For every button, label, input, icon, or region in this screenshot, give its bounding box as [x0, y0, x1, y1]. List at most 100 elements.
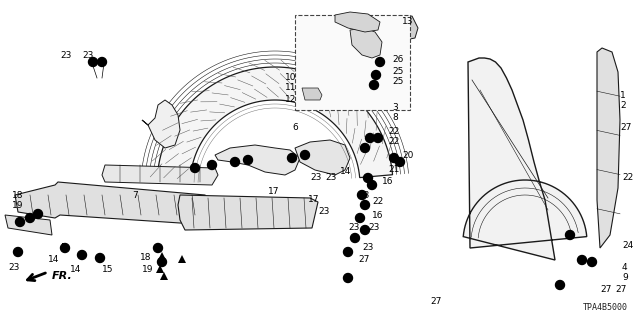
- Text: 19: 19: [142, 266, 154, 275]
- Circle shape: [207, 161, 216, 170]
- Text: 16: 16: [382, 178, 394, 187]
- Circle shape: [360, 226, 369, 235]
- Text: 23: 23: [61, 51, 72, 60]
- Text: 2: 2: [620, 100, 626, 109]
- Circle shape: [588, 258, 596, 267]
- Text: 14: 14: [70, 266, 81, 275]
- Text: 14: 14: [48, 255, 60, 265]
- Text: 13: 13: [402, 18, 413, 27]
- Text: 16: 16: [372, 211, 383, 220]
- Polygon shape: [215, 145, 300, 175]
- Circle shape: [243, 156, 253, 164]
- Polygon shape: [142, 100, 180, 148]
- Text: 19: 19: [12, 201, 24, 210]
- Circle shape: [358, 190, 367, 199]
- Text: 7: 7: [132, 190, 138, 199]
- Bar: [295, 15, 410, 110]
- Text: 1: 1: [620, 91, 626, 100]
- Circle shape: [344, 274, 353, 283]
- Circle shape: [374, 133, 383, 142]
- Circle shape: [376, 58, 385, 67]
- Polygon shape: [5, 215, 52, 235]
- Polygon shape: [350, 28, 382, 58]
- Circle shape: [13, 247, 22, 257]
- Circle shape: [367, 180, 376, 189]
- Circle shape: [371, 70, 381, 79]
- Text: 8: 8: [392, 114, 397, 123]
- Polygon shape: [15, 182, 215, 225]
- Circle shape: [360, 143, 369, 153]
- Text: 23: 23: [82, 51, 93, 60]
- Circle shape: [154, 244, 163, 252]
- Text: 23: 23: [325, 173, 337, 182]
- Text: 18: 18: [12, 190, 24, 199]
- Text: 27: 27: [600, 285, 611, 294]
- Polygon shape: [178, 195, 318, 230]
- Text: 26: 26: [392, 55, 403, 65]
- Text: 3: 3: [392, 103, 397, 113]
- Circle shape: [351, 234, 360, 243]
- Polygon shape: [178, 255, 186, 263]
- Polygon shape: [158, 252, 166, 260]
- Text: 22: 22: [372, 197, 383, 206]
- Circle shape: [77, 251, 86, 260]
- Text: 23: 23: [362, 244, 373, 252]
- Circle shape: [26, 213, 35, 222]
- Text: FR.: FR.: [52, 271, 73, 281]
- Text: 23: 23: [368, 223, 380, 233]
- Circle shape: [556, 281, 564, 290]
- Text: TPA4B5000: TPA4B5000: [583, 303, 628, 312]
- Text: 9: 9: [622, 274, 628, 283]
- Circle shape: [344, 247, 353, 257]
- Polygon shape: [295, 140, 350, 175]
- Text: 23: 23: [358, 190, 369, 199]
- Text: 27: 27: [358, 255, 369, 265]
- Polygon shape: [398, 16, 418, 40]
- Text: 15: 15: [102, 266, 113, 275]
- Text: 10: 10: [285, 74, 296, 83]
- Circle shape: [15, 218, 24, 227]
- Circle shape: [88, 58, 97, 67]
- Text: 17: 17: [268, 188, 280, 196]
- Circle shape: [390, 154, 399, 163]
- Polygon shape: [157, 67, 392, 182]
- Circle shape: [355, 213, 365, 222]
- Polygon shape: [335, 12, 380, 32]
- Text: 23: 23: [8, 263, 19, 273]
- Circle shape: [191, 164, 200, 172]
- Circle shape: [230, 157, 239, 166]
- Text: 18: 18: [140, 253, 152, 262]
- Polygon shape: [597, 48, 620, 248]
- Text: 22: 22: [388, 127, 399, 137]
- Circle shape: [61, 244, 70, 252]
- Polygon shape: [102, 165, 218, 185]
- Polygon shape: [302, 88, 322, 100]
- Text: 22: 22: [388, 138, 399, 147]
- Circle shape: [95, 253, 104, 262]
- Circle shape: [301, 150, 310, 159]
- Circle shape: [97, 58, 106, 67]
- Text: 27: 27: [615, 285, 627, 294]
- Text: 12: 12: [285, 95, 296, 105]
- Text: 25: 25: [392, 68, 403, 76]
- Circle shape: [396, 157, 404, 166]
- Circle shape: [577, 255, 586, 265]
- Polygon shape: [463, 58, 587, 260]
- Text: 25: 25: [392, 77, 403, 86]
- Text: 23: 23: [348, 223, 360, 233]
- Text: 11: 11: [285, 84, 296, 92]
- Text: 23: 23: [318, 207, 330, 217]
- Text: 5: 5: [60, 244, 66, 252]
- Circle shape: [287, 154, 296, 163]
- Text: 22: 22: [622, 173, 633, 182]
- Polygon shape: [160, 272, 168, 280]
- Circle shape: [360, 201, 369, 210]
- Text: 20: 20: [402, 150, 413, 159]
- Text: 6: 6: [292, 124, 298, 132]
- Circle shape: [369, 81, 378, 90]
- Circle shape: [365, 133, 374, 142]
- Text: 17: 17: [308, 196, 319, 204]
- Polygon shape: [156, 265, 164, 273]
- Text: 23: 23: [310, 173, 321, 182]
- Text: 27: 27: [620, 124, 632, 132]
